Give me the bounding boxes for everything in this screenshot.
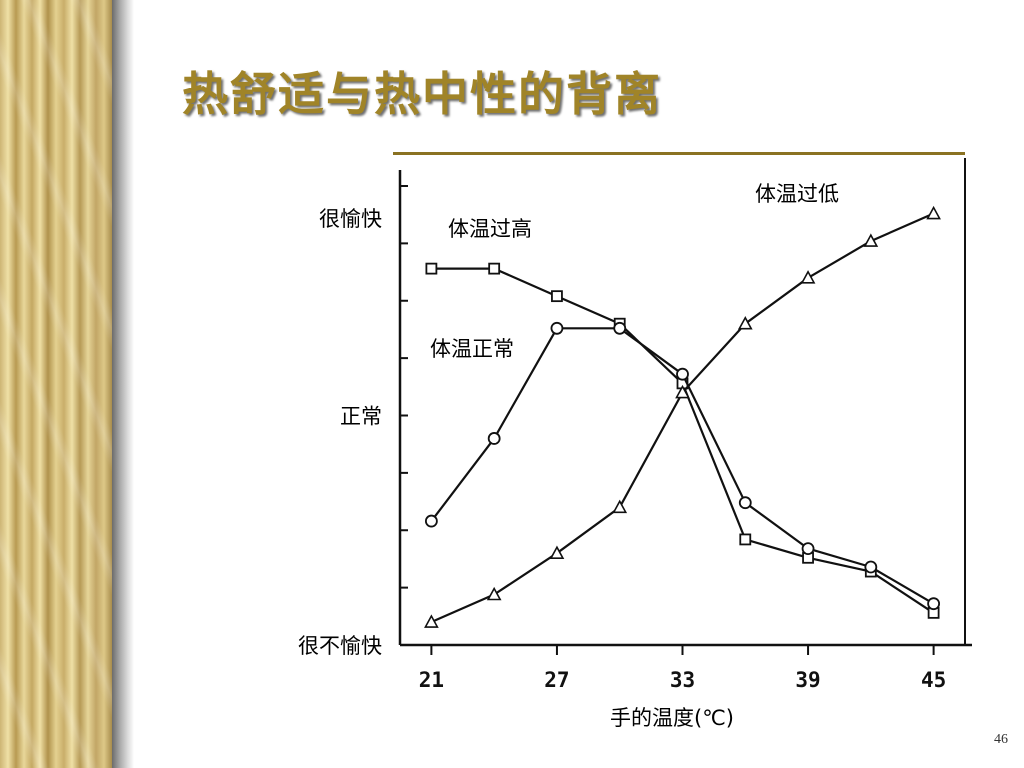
y-axis-label: 正常 (340, 405, 382, 429)
x-tick-label: 27 (544, 668, 569, 692)
series-label: 体温过低 (755, 182, 839, 206)
data-point-circle (927, 597, 941, 611)
title-divider (393, 152, 965, 155)
data-point-circle (864, 560, 878, 574)
data-point-triangle (675, 384, 690, 399)
data-point-circle (676, 367, 689, 381)
data-point-square (425, 262, 438, 275)
data-point-triangle (863, 233, 879, 247)
y-axis-label: 很愉快 (319, 207, 382, 231)
data-point-triangle (800, 270, 816, 284)
x-axis-title: 手的温度(℃) (610, 706, 734, 730)
data-point-circle (613, 321, 627, 335)
chart-axes (398, 158, 972, 655)
decorative-gold-sidebar (0, 0, 112, 768)
slide-title: 热舒适与热中性的背离 (182, 67, 662, 121)
data-point-triangle (549, 545, 565, 560)
x-tick-label: 33 (670, 668, 695, 692)
x-tick-label: 45 (921, 668, 946, 692)
data-point-circle (550, 321, 564, 335)
data-point-square (488, 262, 501, 275)
data-point-triangle (737, 316, 753, 330)
data-point-circle (738, 496, 752, 510)
x-tick-label: 39 (795, 668, 820, 692)
page-number: 46 (994, 732, 1008, 747)
x-tick-label: 21 (419, 668, 444, 692)
data-point-circle (801, 542, 815, 556)
series-label: 体温过高 (448, 217, 532, 241)
data-point-square (739, 533, 752, 546)
data-point-circle (487, 432, 501, 445)
data-point-circle (424, 514, 438, 528)
y-axis-label: 很不愉快 (298, 634, 382, 658)
sidebar-shadow (112, 0, 134, 768)
chart-series (424, 205, 941, 628)
series-line (431, 267, 935, 614)
data-point-square (551, 290, 563, 303)
series-label: 体温正常 (430, 337, 514, 361)
data-point-triangle (926, 205, 941, 220)
data-point-triangle (486, 586, 502, 601)
data-point-triangle (612, 499, 628, 514)
series-triangle (424, 205, 941, 628)
data-point-triangle (424, 614, 439, 628)
series-circle (424, 321, 941, 611)
